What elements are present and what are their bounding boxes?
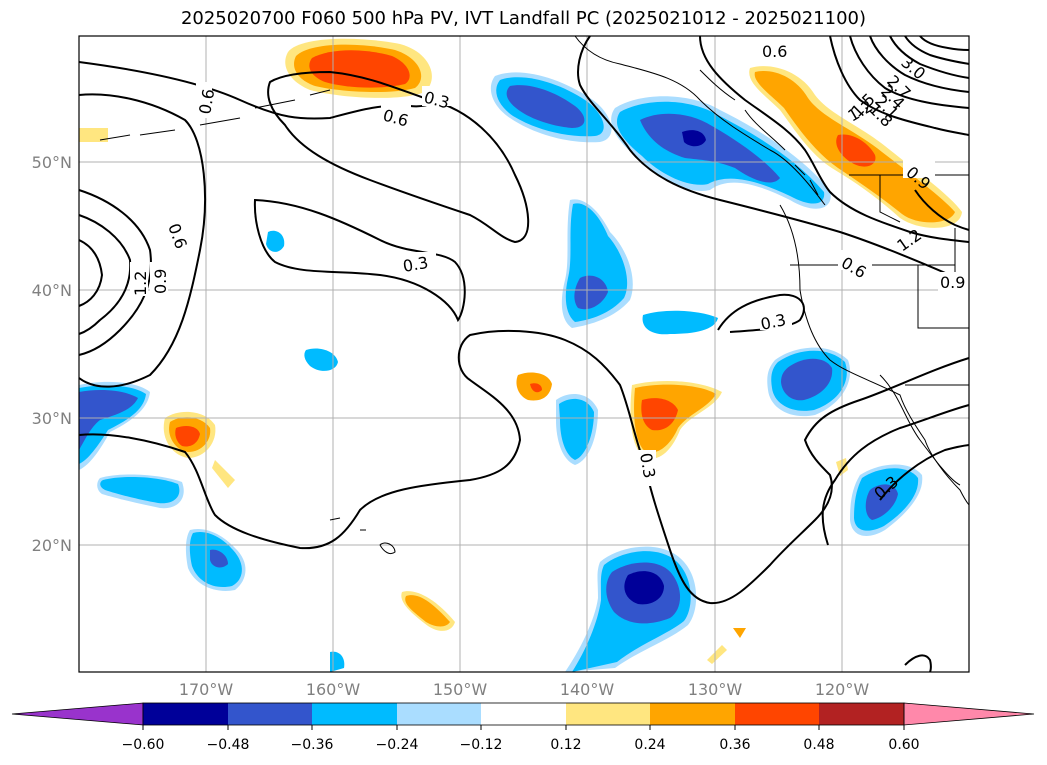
colorbar-tick-label: 0.60 xyxy=(888,737,919,753)
colorbar-extend-min xyxy=(11,702,144,726)
contour-label: 0.9 xyxy=(940,273,965,292)
contour-1.5-west xyxy=(78,239,104,307)
colorbar-segment xyxy=(566,703,650,725)
lon-label-140w: 140°W xyxy=(560,680,615,699)
negative-anomaly-south xyxy=(565,546,697,672)
contour-labels: 0.6 0.3 0.6 0.6 3.0 2.7 2.4 2.1 1.8 1.5 … xyxy=(130,40,969,503)
negative-anomaly-central xyxy=(266,199,718,371)
contour-1.5-east xyxy=(849,35,970,109)
longitude-labels: 170°W 160°W 150°W 140°W 130°W 120°W xyxy=(179,680,870,699)
contour-0.6-north xyxy=(78,61,446,120)
colorbar-ticks xyxy=(142,725,905,730)
contour-label: 1.2 xyxy=(131,271,150,296)
coastline-alaska-bc xyxy=(574,35,826,206)
negative-anomaly-socal xyxy=(767,347,851,417)
colorbar-tick-label: 0.12 xyxy=(550,737,581,753)
colorbar-segment xyxy=(312,703,397,725)
shaded-field-layer xyxy=(79,38,962,672)
latitude-labels: 50°N 40°N 30°N 20°N xyxy=(32,153,72,555)
colorbar-extend-max xyxy=(903,702,1035,726)
contour-0.9-west xyxy=(78,189,152,356)
contour-label: 0.3 xyxy=(759,310,788,334)
contour-0.6-west xyxy=(78,93,206,388)
colorbar: −0.60 −0.48 −0.36 −0.24 −0.12 0.12 0.24 … xyxy=(11,702,1035,753)
coastline-islands xyxy=(699,69,819,196)
colorbar-tick-label: 0.24 xyxy=(634,737,665,753)
colorbar-segment xyxy=(481,703,566,725)
contour-0.6-loop xyxy=(267,70,530,244)
contour-0.3-main xyxy=(78,329,970,605)
negative-anomaly-bc xyxy=(611,96,831,209)
positive-anomaly-small-1 xyxy=(79,128,848,664)
contour-0.6-east xyxy=(577,35,970,281)
contour-0.3-inner xyxy=(253,198,466,323)
positive-anomaly-gulf-alaska xyxy=(285,38,432,98)
coastline-us-west xyxy=(779,204,970,506)
colorbar-frame xyxy=(142,702,905,726)
lat-label-20n: 20°N xyxy=(32,536,72,555)
positive-anomaly-pacnw xyxy=(749,66,962,228)
colorbar-tick-label: −0.48 xyxy=(207,737,250,753)
contour-label: 0.3 xyxy=(401,253,429,276)
colorbar-segment xyxy=(228,703,312,725)
colorbar-tick-label: 0.48 xyxy=(803,737,834,753)
contour-1.8-east xyxy=(869,35,970,93)
contour-label: 0.9 xyxy=(151,269,170,294)
contour-0.9-se xyxy=(914,189,970,231)
colorbar-tick-label: −0.36 xyxy=(291,737,334,753)
colorbar-tick-label: −0.24 xyxy=(376,737,419,753)
lat-label-30n: 30°N xyxy=(32,409,72,428)
contour-label: 0.6 xyxy=(762,42,787,61)
colorbar-segment xyxy=(819,703,904,725)
colorbar-tick-label: 0.36 xyxy=(719,737,750,753)
colorbar-segment xyxy=(650,703,735,725)
coastline-aleutians xyxy=(99,89,331,141)
contour-2.7-east xyxy=(919,35,970,51)
baja-california xyxy=(879,374,961,486)
positive-anomaly-subtropical xyxy=(630,380,722,459)
contour-lines xyxy=(78,35,970,673)
colorbar-tick-label: −0.12 xyxy=(460,737,503,753)
lon-label-160w: 160°W xyxy=(306,680,361,699)
colorbar-segment xyxy=(735,703,819,725)
lon-label-170w: 170°W xyxy=(179,680,234,699)
contour-0.3-south-loop xyxy=(821,404,970,546)
contour-2.1-east xyxy=(889,35,970,79)
coastlines xyxy=(99,35,970,555)
grid-lines xyxy=(79,36,969,672)
contour-1.2-east xyxy=(829,35,970,136)
negative-anomaly-mexico xyxy=(850,464,923,536)
contour-0.3-south xyxy=(879,444,970,501)
contour-1.2-west xyxy=(78,214,132,335)
lat-label-50n: 50°N xyxy=(32,153,72,172)
contour-0.3-bottom xyxy=(904,654,932,673)
contour-label: 0.3 xyxy=(636,451,659,479)
contour-0.9-east xyxy=(699,35,970,243)
map-title: 2025020700 F060 500 hPa PV, IVT Landfall… xyxy=(180,8,867,29)
lon-label-150w: 150°W xyxy=(433,680,488,699)
colorbar-segment xyxy=(397,703,481,725)
lon-label-120w: 120°W xyxy=(815,680,870,699)
contour-2.4-east xyxy=(904,35,970,65)
colorbar-segment xyxy=(143,703,228,725)
contour-label: 0.6 xyxy=(195,87,218,115)
colorbar-tick-label: −0.60 xyxy=(122,737,165,753)
lon-label-130w: 130°W xyxy=(688,680,743,699)
negative-anomaly-gulf xyxy=(490,72,612,143)
lat-label-40n: 40°N xyxy=(32,281,72,300)
coastline-hawaii xyxy=(329,517,396,555)
map-frame xyxy=(78,35,970,673)
